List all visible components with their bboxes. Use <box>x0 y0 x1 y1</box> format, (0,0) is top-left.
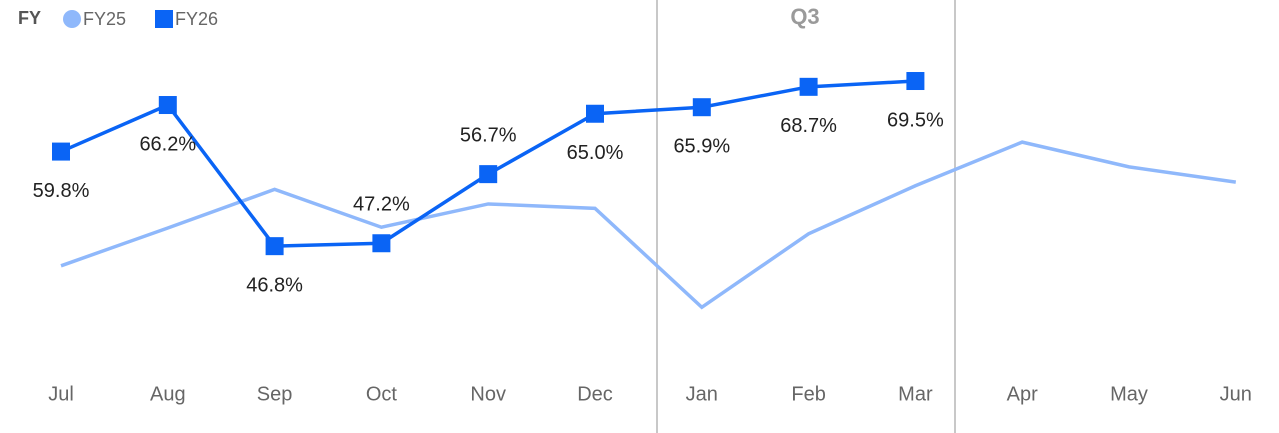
x-tick-label: Jan <box>686 383 718 405</box>
x-tick-label: Mar <box>898 383 933 405</box>
data-label: 66.2% <box>139 133 196 155</box>
marker <box>799 77 818 96</box>
data-label: 69.5% <box>887 109 944 131</box>
legend-label: FY26 <box>175 9 218 29</box>
marker <box>906 72 925 91</box>
legend-label: FY25 <box>83 9 126 29</box>
marker <box>692 98 711 117</box>
x-tick-label: Nov <box>470 383 506 405</box>
marker <box>586 104 604 123</box>
data-label: 65.9% <box>673 135 730 157</box>
data-label: 65.0% <box>567 142 624 164</box>
marker <box>158 96 177 115</box>
x-tick-label: Jun <box>1220 383 1252 405</box>
marker <box>52 142 70 161</box>
data-label: 46.8% <box>246 274 303 296</box>
marker <box>479 165 498 184</box>
x-tick-label: Sep <box>257 383 293 405</box>
x-tick-label: Apr <box>1007 383 1038 405</box>
annotation: Q3 <box>790 4 819 29</box>
x-tick-label: Feb <box>791 383 825 405</box>
highlight-box <box>656 0 956 433</box>
legend-marker <box>155 10 173 28</box>
x-tick-label: May <box>1110 383 1148 405</box>
marker <box>372 234 391 253</box>
legend-marker <box>63 10 81 28</box>
data-label: 59.8% <box>33 180 90 202</box>
x-tick-label: Oct <box>366 383 398 405</box>
marker <box>265 237 284 256</box>
x-tick-label: Dec <box>577 383 613 405</box>
legend-title: FY <box>18 8 41 28</box>
data-label: 47.2% <box>353 194 410 216</box>
data-label: 68.7% <box>780 115 837 137</box>
data-label: 56.7% <box>460 124 517 146</box>
x-tick-label: Jul <box>48 383 74 405</box>
x-tick-label: Aug <box>150 383 186 405</box>
series-line <box>60 140 1237 310</box>
